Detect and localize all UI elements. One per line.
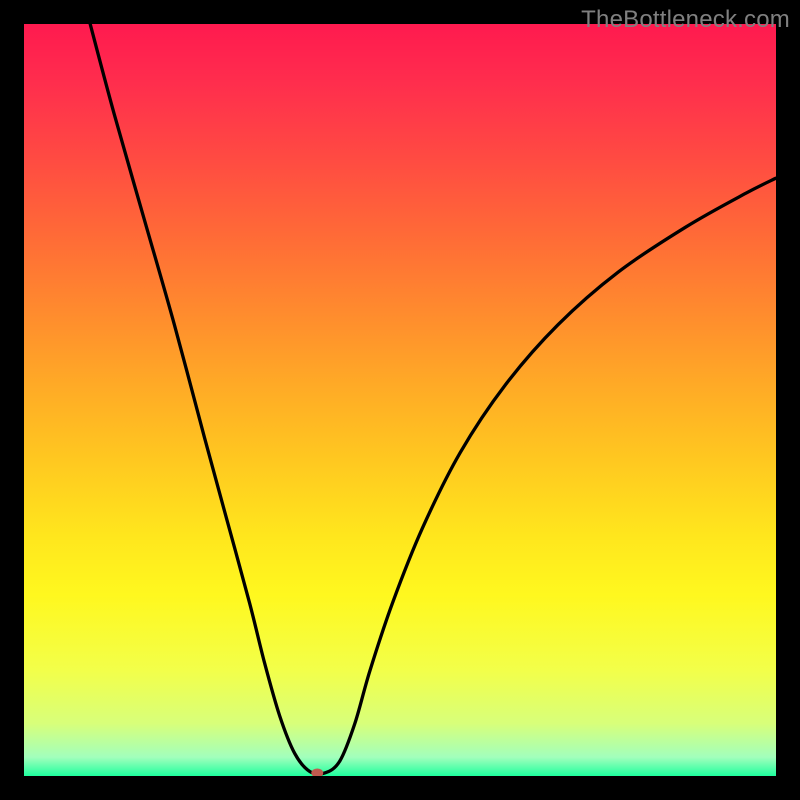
chart-canvas [0, 0, 800, 800]
watermark-text: TheBottleneck.com [581, 6, 790, 34]
bottleneck-chart: TheBottleneck.com [0, 0, 800, 800]
chart-background-gradient [24, 24, 776, 776]
